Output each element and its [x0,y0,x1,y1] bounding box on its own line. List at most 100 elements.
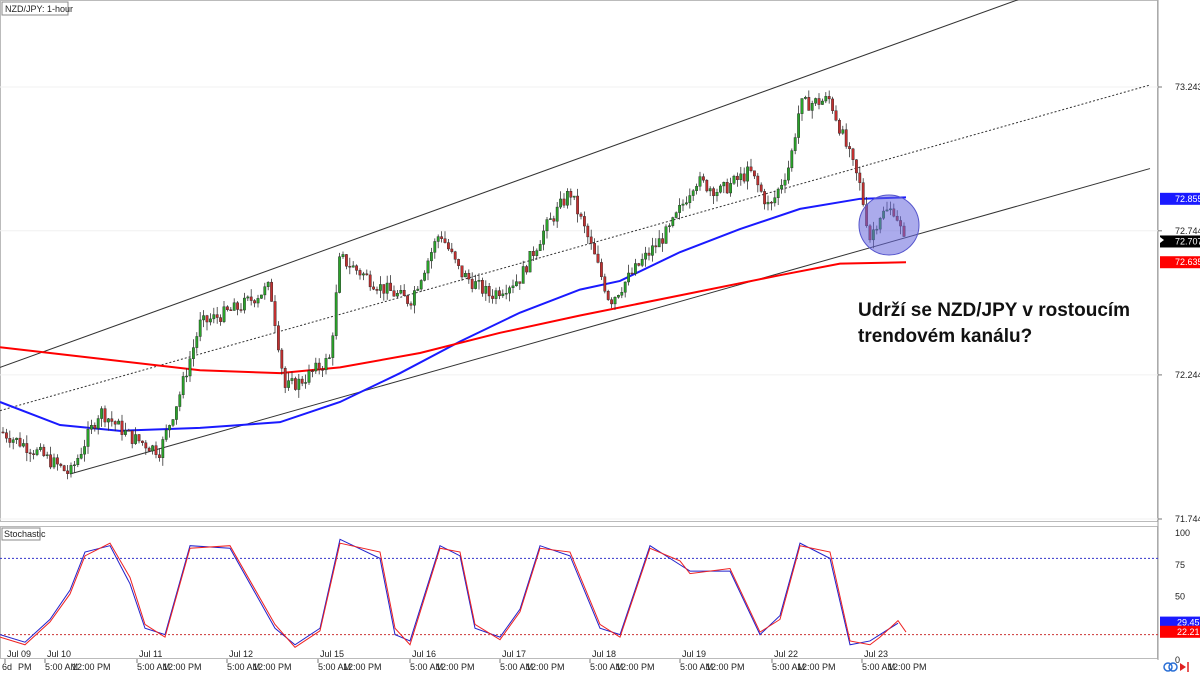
candle [382,284,386,294]
candle [552,218,556,222]
candle [239,309,243,311]
candle [103,408,107,423]
candle [838,119,841,134]
candle [814,98,818,104]
candle [783,179,787,186]
candle [49,454,53,468]
candle [804,97,807,99]
candle [140,440,144,443]
price-tick-label: 72.744 [1175,226,1200,236]
candle [729,183,733,194]
navigate-icon[interactable] [1180,662,1189,672]
candle [362,273,365,276]
candle [508,287,511,294]
candle [793,137,797,151]
candle [800,98,804,114]
candle [25,443,29,453]
annotation-line-1: Udrží se NZD/JPY v rostoucím [858,300,1130,321]
candle [76,458,80,466]
candle [651,245,654,256]
candle [746,166,750,182]
candle [436,236,440,242]
candle [212,314,216,320]
date-label: Jul 10 [47,649,71,659]
candle [634,263,637,274]
price-badge [1160,256,1200,269]
candle [260,294,263,299]
candle [749,166,753,171]
candle [586,225,590,238]
candle [858,172,862,183]
candle [583,216,586,227]
candle [35,449,39,455]
candle [351,265,355,268]
candle [787,167,790,181]
candle [368,274,372,288]
candle [593,243,597,255]
candle [341,254,345,257]
candle [385,282,389,294]
stochastic-title-box [1,527,41,541]
candle [559,198,563,208]
candle [790,150,794,169]
candle [712,188,716,197]
candle [280,349,284,369]
candle [72,464,76,467]
candle [225,306,229,310]
candle [191,347,195,359]
date-label: Jul 22 [774,649,798,659]
stochastic-badge-label: 22.21 [1177,627,1200,637]
time-label: 5:00 AM [227,662,260,672]
candle [572,195,576,198]
candle [430,252,433,262]
candle [848,146,852,150]
candle [484,286,488,294]
candle [491,295,494,299]
current-price-marker [1160,237,1164,243]
candle [579,213,583,217]
price-axis: 73.243 72.744 72.244 71.744 72.855 72.707 72.6… [1158,82,1200,524]
candle [708,188,712,192]
candle [11,439,15,443]
candle [620,292,624,296]
candle [22,443,25,447]
candle [117,420,121,425]
candle [157,454,161,458]
candle [389,282,392,291]
candle [855,159,858,174]
main-title: NZD/JPY: 1-hour [5,4,73,14]
candle [249,296,253,301]
candle [198,319,202,337]
candle [355,265,358,271]
candle [566,191,569,206]
candle [263,286,267,296]
candle [678,205,682,213]
date-label: Jul 18 [592,649,616,659]
candle [42,446,46,456]
candle [736,175,739,180]
time-label: 5:00 AM [318,662,351,672]
candle [596,253,600,263]
candle [188,358,192,377]
stochastic-line [0,542,907,648]
candle [314,362,318,372]
candle [657,238,661,248]
sync-icon[interactable] [1163,662,1178,672]
candle [416,288,420,291]
stochastic-line [0,538,899,646]
candle [457,259,460,266]
candle [334,292,338,336]
time-label: 6d [2,662,12,672]
annotation-line-2: trendovém kanálu? [858,326,1032,347]
candle [331,335,335,358]
candle [450,248,454,252]
candle [691,190,695,196]
date-label: Jul 11 [139,649,162,659]
candle [501,293,505,297]
candle [610,299,614,305]
candle [702,176,705,181]
candle [164,429,168,440]
candle [15,437,18,440]
